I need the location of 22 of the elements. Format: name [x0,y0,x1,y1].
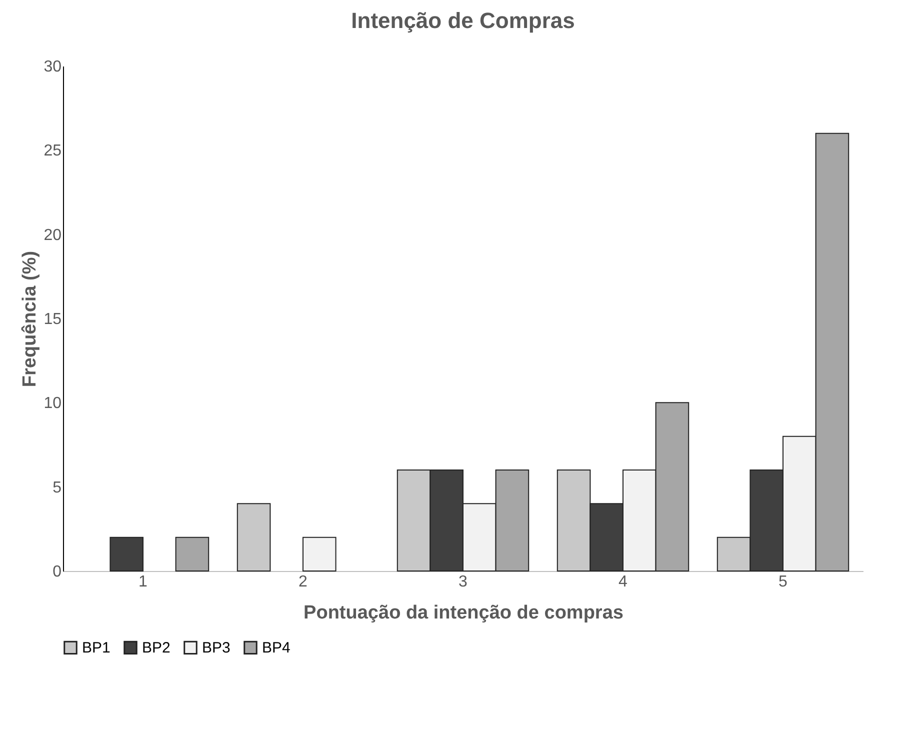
bar [110,536,144,572]
x-axis-title: Pontuação da intenção de compras [304,602,624,624]
y-axis-title: Frequência (%) [20,250,41,388]
y-tick-label: 20 [44,226,62,244]
x-tick-label: 1 [138,574,148,590]
legend-label: BP3 [202,640,230,657]
y-tick-label: 0 [52,564,62,580]
bar [302,536,336,572]
chart-title: Intenção de Compras [351,8,575,33]
y-tick-label: 15 [44,311,62,328]
x-tick-label: 5 [778,574,788,590]
x-tick-label: 4 [618,574,628,590]
y-tick-label: 5 [52,479,62,496]
legend-label: BP2 [142,640,170,657]
x-tick-label: 2 [298,574,308,590]
bar [175,536,210,572]
y-tick-label: 10 [44,395,62,412]
legend-label: BP4 [262,640,290,657]
x-tick-label: 3 [458,574,468,590]
legend-label: BP1 [82,640,110,657]
y-tick-label: 25 [44,142,62,160]
y-tick-label: 30 [44,58,62,76]
